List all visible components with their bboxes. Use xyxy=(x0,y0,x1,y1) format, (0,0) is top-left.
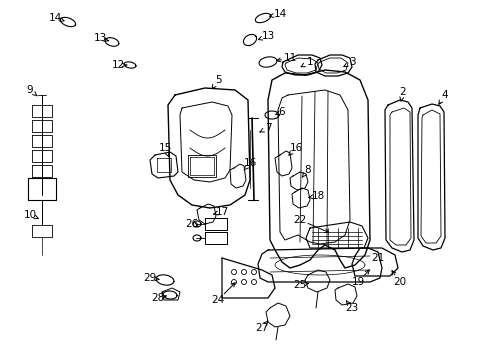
Text: 22: 22 xyxy=(293,215,306,225)
Text: 17: 17 xyxy=(215,207,228,217)
Text: 19: 19 xyxy=(351,277,364,287)
Text: 20: 20 xyxy=(393,277,406,287)
Text: 16: 16 xyxy=(243,158,256,168)
Text: 24: 24 xyxy=(211,295,224,305)
Text: 29: 29 xyxy=(143,273,156,283)
Text: 7: 7 xyxy=(264,123,271,133)
Text: 3: 3 xyxy=(348,57,355,67)
Text: 1: 1 xyxy=(306,57,313,67)
Text: 14: 14 xyxy=(273,9,286,19)
Text: 5: 5 xyxy=(214,75,221,85)
Text: 13: 13 xyxy=(93,33,106,43)
Text: 18: 18 xyxy=(311,191,324,201)
Text: 11: 11 xyxy=(283,53,296,63)
Text: 26: 26 xyxy=(185,219,198,229)
Text: 25: 25 xyxy=(293,280,306,290)
Text: 27: 27 xyxy=(255,323,268,333)
Text: 12: 12 xyxy=(111,60,124,70)
Text: 14: 14 xyxy=(48,13,61,23)
Text: 2: 2 xyxy=(399,87,406,97)
Text: 10: 10 xyxy=(23,210,37,220)
Text: 13: 13 xyxy=(261,31,274,41)
Text: 6: 6 xyxy=(278,107,285,117)
Text: 16: 16 xyxy=(289,143,302,153)
Text: 21: 21 xyxy=(370,253,384,263)
Text: 9: 9 xyxy=(27,85,33,95)
Text: 8: 8 xyxy=(304,165,311,175)
Text: 4: 4 xyxy=(441,90,447,100)
Text: 23: 23 xyxy=(345,303,358,313)
Text: 15: 15 xyxy=(158,143,171,153)
Text: 28: 28 xyxy=(151,293,164,303)
